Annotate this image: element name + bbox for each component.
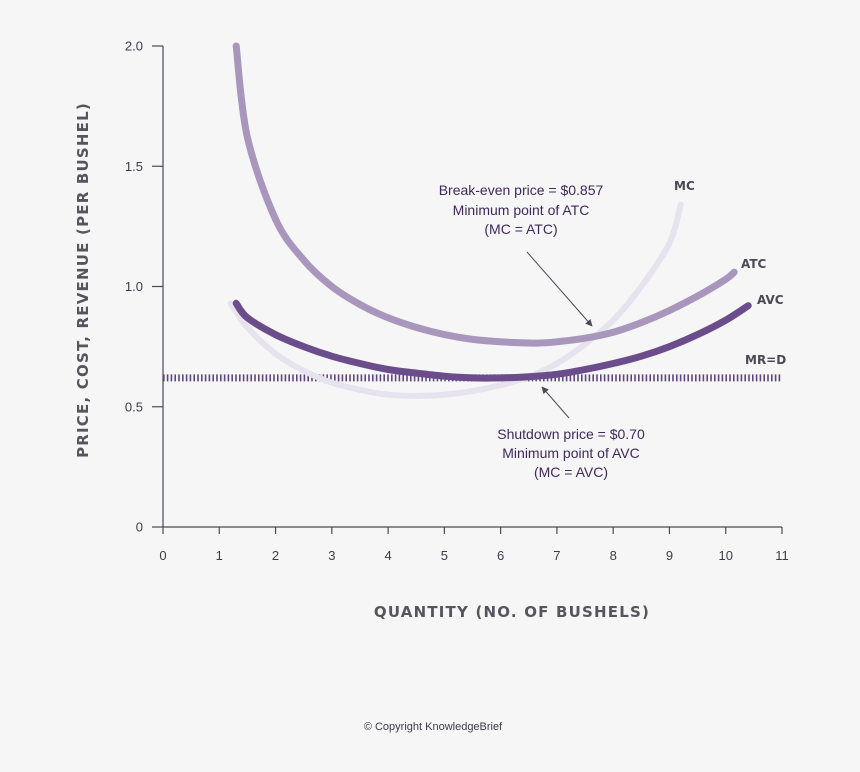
axes: 0 1 2 3 4 5 6 7 8 9 10 11 0 0.5 1.0 1.5 2.0 (125, 39, 789, 564)
x-tick-label: 11 (775, 548, 789, 563)
series-label-mc: MC (674, 179, 695, 193)
shutdown-annotation-line-1: Shutdown price = $0.70 (497, 426, 645, 442)
series-label-atc: ATC (741, 257, 767, 271)
break-even-annotation-line-1: Break-even price = $0.857 (439, 182, 604, 198)
shutdown-annotation-line-3: (MC = AVC) (534, 464, 608, 480)
x-axis-title: QUANTITY (NO. OF BUSHELS) (374, 603, 650, 621)
break-even-annotation-line-2: Minimum point of ATC (453, 202, 590, 218)
y-tick-label: 0.5 (125, 399, 143, 414)
x-tick-label: 0 (159, 548, 166, 563)
series-atc-curve (232, 42, 738, 347)
break-even-arrow (526, 251, 593, 327)
series-mc-curve (227, 201, 684, 399)
y-axis-title: PRICE, COST, REVENUE (PER BUSHEL) (74, 102, 92, 458)
y-tick-label: 0 (136, 520, 143, 535)
y-tick-label: 2.0 (125, 39, 143, 54)
x-tick-label: 2 (272, 548, 279, 563)
x-tick-label: 1 (216, 548, 223, 563)
x-tick-label: 9 (666, 548, 673, 563)
series-avc-curve (232, 299, 752, 382)
shutdown-arrow (541, 386, 570, 419)
ticks: 0 1 2 3 4 5 6 7 8 9 10 11 0 0.5 1.0 1.5 2.0 (125, 39, 789, 564)
series-layer (163, 42, 782, 399)
annotations: Break-even price = $0.857 Minimum point … (439, 182, 645, 480)
x-tick-label: 5 (441, 548, 448, 563)
series-label-mrd: MR=D (745, 353, 786, 367)
y-tick-label: 1.0 (125, 279, 143, 294)
y-tick-label: 1.5 (125, 159, 143, 174)
x-tick-label: 10 (718, 548, 732, 563)
series-label-avc: AVC (757, 293, 784, 307)
x-tick-label: 8 (610, 548, 617, 563)
x-tick-label: 4 (384, 548, 391, 563)
x-tick-label: 3 (328, 548, 335, 563)
series-labels: MC ATC AVC MR=D (674, 179, 786, 367)
copyright-notice: © Copyright KnowledgeBrief (364, 721, 503, 733)
break-even-annotation-line-3: (MC = ATC) (484, 221, 557, 237)
x-tick-label: 6 (497, 548, 504, 563)
shutdown-annotation-line-2: Minimum point of AVC (502, 445, 639, 461)
x-tick-label: 7 (553, 548, 560, 563)
